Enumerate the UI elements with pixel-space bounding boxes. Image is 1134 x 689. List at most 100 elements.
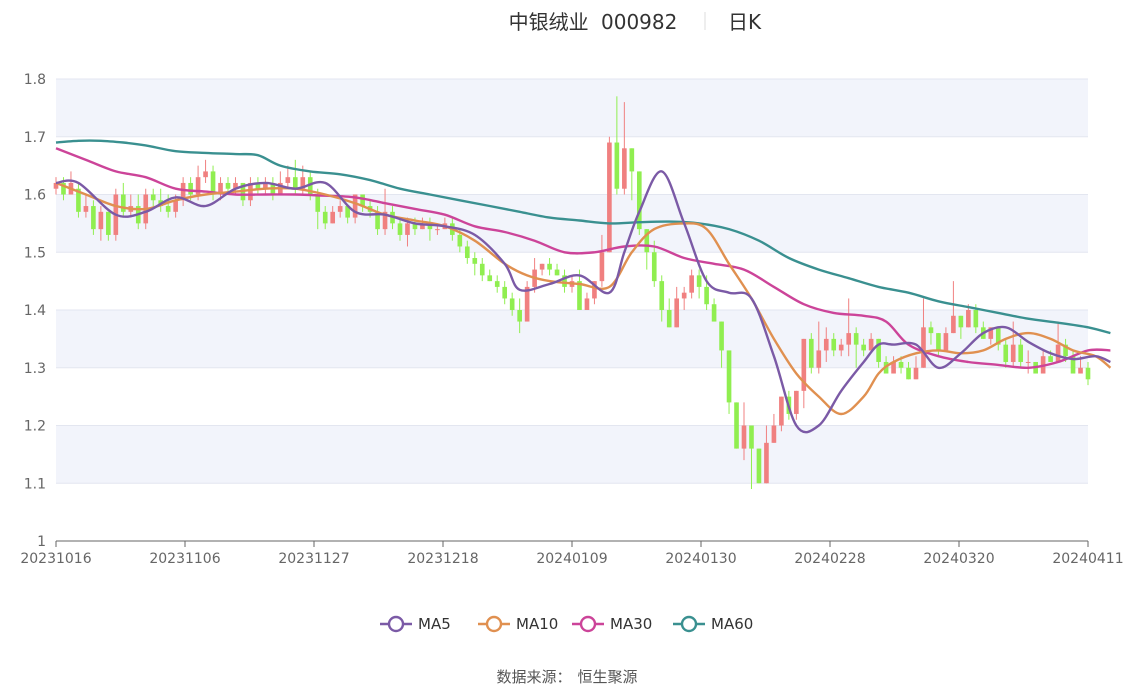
candle bbox=[711, 298, 717, 322]
x-tick-label: 20240411 bbox=[1052, 551, 1123, 567]
candle bbox=[427, 217, 433, 241]
legend-label: MA60 bbox=[711, 615, 753, 633]
candle-body bbox=[973, 310, 979, 328]
candle-body bbox=[263, 182, 268, 189]
candle bbox=[771, 413, 777, 443]
candle-body bbox=[577, 281, 582, 310]
candle-body bbox=[464, 246, 470, 259]
candle-body bbox=[420, 223, 425, 230]
candle-body bbox=[995, 327, 1001, 345]
candle-body bbox=[165, 206, 171, 212]
candle-body bbox=[494, 281, 500, 287]
candle bbox=[659, 275, 665, 322]
candle bbox=[801, 338, 807, 409]
candle-body bbox=[831, 338, 837, 351]
candle-body bbox=[734, 402, 739, 449]
y-tick-label: 1.8 bbox=[24, 72, 46, 88]
candle-body bbox=[547, 263, 552, 270]
legend-item-ma5[interactable]: MA5 bbox=[380, 615, 451, 633]
candle bbox=[218, 177, 223, 201]
candle bbox=[322, 206, 328, 230]
candle bbox=[120, 182, 126, 218]
legend-item-ma10[interactable]: MA10 bbox=[478, 615, 558, 633]
candle-body bbox=[210, 171, 216, 195]
candle-body bbox=[83, 206, 89, 212]
candle bbox=[106, 211, 111, 241]
candle-body bbox=[674, 298, 680, 328]
candle bbox=[614, 96, 620, 195]
candle-body bbox=[509, 298, 515, 310]
candle-body bbox=[846, 333, 852, 345]
candle-body bbox=[562, 275, 567, 287]
candle bbox=[68, 171, 74, 195]
svg-text:中银绒业 000982: 中银绒业 000982 bbox=[509, 10, 678, 34]
candle bbox=[263, 177, 268, 195]
candle-body bbox=[794, 390, 799, 414]
candle-body bbox=[337, 206, 343, 212]
candle bbox=[464, 240, 470, 264]
candle-body bbox=[1003, 344, 1009, 362]
y-tick-label: 1.6 bbox=[24, 188, 46, 204]
candle-body bbox=[120, 194, 126, 212]
candle bbox=[607, 136, 612, 253]
candle bbox=[734, 402, 739, 449]
candle bbox=[779, 396, 784, 432]
candle-body bbox=[966, 310, 971, 328]
candle-body bbox=[225, 182, 231, 189]
legend: MA5 MA10 MA30 MA60 bbox=[380, 615, 753, 633]
y-tick-label: 1 bbox=[37, 534, 46, 550]
source-label: 数据来源： bbox=[496, 668, 571, 686]
stock-code: 000982 bbox=[601, 10, 677, 34]
candle-body bbox=[188, 182, 193, 195]
candle bbox=[509, 292, 515, 316]
candle-body bbox=[644, 229, 650, 253]
candle-body bbox=[397, 223, 403, 235]
candle-body bbox=[435, 229, 440, 231]
y-tick-label: 1.2 bbox=[24, 419, 46, 435]
candle-body bbox=[808, 338, 814, 368]
x-tick-label: 20231016 bbox=[20, 551, 91, 567]
candle bbox=[584, 292, 590, 310]
candle bbox=[76, 182, 81, 218]
candle bbox=[203, 159, 208, 183]
chart-title: 中银绒业 000982 日K bbox=[509, 10, 762, 34]
legend-item-ma60[interactable]: MA60 bbox=[673, 615, 753, 633]
legend-label: MA30 bbox=[610, 615, 652, 633]
y-axis: 1 1.1 1.2 1.3 1.4 1.5 1.6 1.7 1.8 bbox=[24, 72, 46, 550]
candle-body bbox=[487, 275, 493, 282]
candle-body bbox=[651, 252, 657, 282]
candle bbox=[472, 252, 478, 276]
candle-body bbox=[943, 333, 949, 351]
candle-body bbox=[479, 263, 485, 276]
candle bbox=[180, 177, 186, 207]
y-tick-label: 1.3 bbox=[24, 361, 46, 377]
candle-body bbox=[666, 310, 672, 328]
candle-body bbox=[928, 327, 934, 334]
candle bbox=[891, 356, 896, 374]
candle bbox=[741, 402, 747, 461]
candle-body bbox=[599, 252, 605, 282]
candle bbox=[1010, 321, 1016, 368]
candle-body bbox=[801, 338, 807, 391]
candle-body bbox=[771, 425, 777, 443]
candle bbox=[1018, 338, 1024, 368]
candle-body bbox=[53, 182, 59, 189]
candle-body bbox=[936, 333, 941, 351]
plot-band bbox=[56, 310, 1088, 368]
candle bbox=[83, 194, 89, 218]
candle bbox=[651, 240, 657, 287]
candle-body bbox=[906, 367, 911, 380]
candle bbox=[831, 333, 837, 357]
candle-body bbox=[300, 177, 306, 189]
candle-body bbox=[853, 333, 859, 345]
candle-body bbox=[614, 142, 620, 189]
candle bbox=[1003, 338, 1009, 368]
legend-item-ma30[interactable]: MA30 bbox=[572, 615, 652, 633]
candle bbox=[719, 321, 724, 368]
candle-body bbox=[405, 223, 410, 235]
candle-body bbox=[472, 258, 478, 264]
candle bbox=[502, 281, 508, 305]
candle bbox=[629, 148, 635, 201]
candle-body bbox=[150, 194, 156, 201]
candle bbox=[487, 269, 493, 282]
